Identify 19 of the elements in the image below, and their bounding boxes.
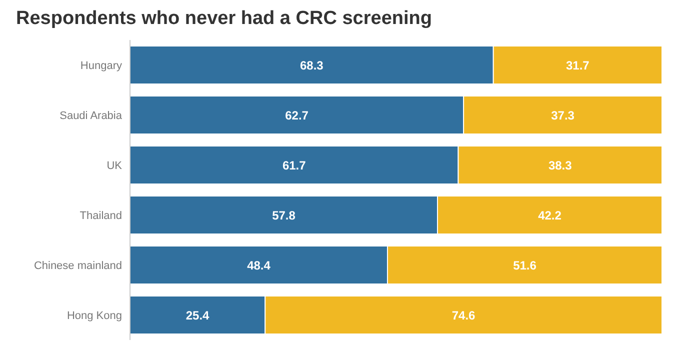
data-label: 62.7 xyxy=(285,108,309,122)
data-label: 38.3 xyxy=(548,158,572,172)
y-tick-label: Thailand xyxy=(80,210,122,222)
data-label: 31.7 xyxy=(566,58,590,72)
data-label: 42.2 xyxy=(538,208,562,222)
data-label: 25.4 xyxy=(186,308,210,322)
y-tick-label: Chinese mainland xyxy=(34,260,122,272)
y-tick-label: Saudi Arabia xyxy=(60,110,123,122)
y-tick-label: Hungary xyxy=(80,60,122,72)
data-label: 74.6 xyxy=(452,308,476,322)
data-label: 61.7 xyxy=(282,158,306,172)
y-tick-label: UK xyxy=(106,160,123,172)
data-label: 51.6 xyxy=(513,258,537,272)
data-label: 68.3 xyxy=(300,58,324,72)
y-tick-label: Hong Kong xyxy=(66,310,122,322)
data-label: 37.3 xyxy=(551,108,575,122)
data-label: 48.4 xyxy=(247,258,271,272)
chart-title: Respondents who never had a CRC screening xyxy=(16,8,433,31)
data-label: 57.8 xyxy=(272,208,296,222)
